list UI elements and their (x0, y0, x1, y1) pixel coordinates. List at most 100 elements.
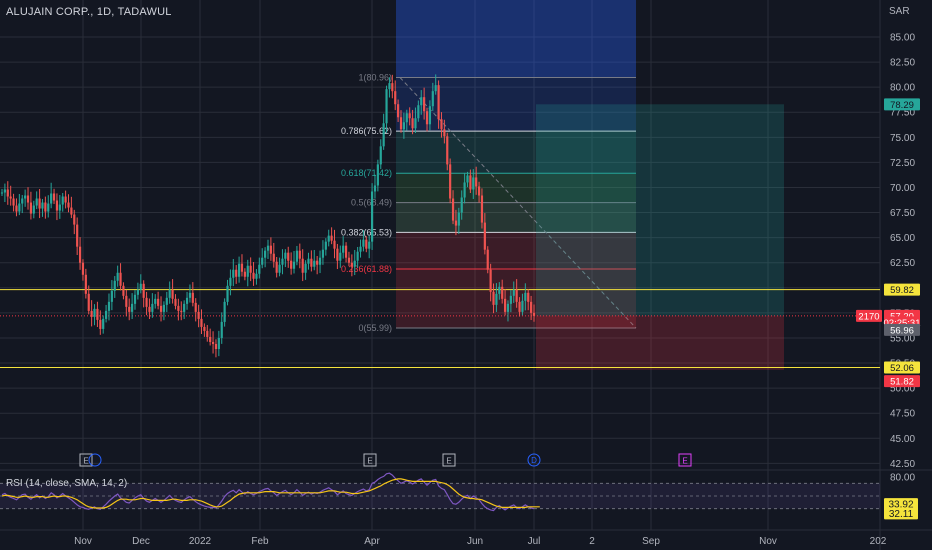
price-tick: 65.00 (890, 233, 915, 244)
dividend-marker-label: D (531, 456, 537, 465)
symbol-title[interactable]: ALUJAIN CORP., 1D, TADAWUL (6, 6, 172, 18)
candle-body (235, 269, 238, 277)
candle-body (295, 250, 299, 262)
candle-body (356, 251, 359, 261)
earnings-marker-label: E (446, 457, 451, 466)
price-tick: 67.50 (890, 208, 915, 219)
candle-body (99, 319, 102, 329)
candle-body (18, 203, 21, 212)
candle-body (423, 97, 426, 112)
candle-body (177, 305, 180, 311)
candle-body (131, 303, 134, 312)
candle-body (532, 312, 536, 316)
earnings-marker-label: E (83, 457, 88, 466)
candle-body (217, 337, 220, 349)
fib-zone (396, 173, 636, 203)
candle-body (249, 265, 252, 273)
candle-body (252, 272, 255, 279)
rsi-value-badge-text: 33.92 (888, 500, 913, 511)
candle-body (255, 273, 258, 279)
candle-body (148, 306, 151, 312)
candle-body (41, 202, 44, 209)
candle-body (313, 260, 316, 267)
candle-body (183, 303, 186, 312)
candle-body (451, 198, 455, 221)
earnings-marker (678, 453, 692, 467)
candle-body (292, 261, 296, 269)
candle-body (264, 250, 267, 258)
candle-body (35, 198, 38, 206)
candle-body (165, 297, 168, 305)
candle-body (142, 283, 145, 298)
volume-badge (856, 309, 882, 322)
candle-body (370, 191, 374, 242)
earnings-marker-label: E (682, 457, 687, 466)
time-tick: 2022 (189, 536, 212, 547)
candle-body (376, 164, 379, 186)
candle-body (515, 289, 518, 302)
candle-body (290, 260, 293, 269)
candle-body (449, 164, 452, 199)
candle-body (21, 198, 24, 204)
candle-body (318, 257, 322, 265)
price-tick: 82.50 (890, 58, 915, 69)
candle-body (26, 195, 30, 203)
candle-body (3, 189, 6, 193)
candle-body (336, 248, 339, 261)
time-tick: Feb (251, 536, 269, 547)
candle-body (78, 246, 82, 263)
candle-body (188, 292, 192, 298)
candle-body (211, 341, 215, 344)
time-tick: Jul (528, 536, 541, 547)
candle-body (281, 258, 284, 265)
candle-body (174, 298, 177, 306)
candle-body (67, 202, 70, 208)
candle-body (402, 122, 405, 130)
candle-body (330, 235, 333, 241)
candle-body (405, 113, 408, 123)
candle-body (76, 224, 79, 247)
candle-body (324, 241, 327, 250)
time-tick: Dec (132, 536, 150, 547)
fib-level-label: 1(80.96) (358, 73, 392, 83)
candle-body (191, 292, 194, 303)
candle-body (110, 290, 113, 302)
candle-body (203, 326, 206, 331)
candle-body (327, 235, 330, 242)
candle-body (194, 302, 197, 312)
candle-body (521, 300, 524, 312)
candle-body (509, 295, 512, 304)
candle-body (84, 274, 87, 294)
candle-body (168, 289, 171, 298)
price-tick: 55.00 (890, 333, 915, 344)
candle-body (408, 113, 411, 119)
time-tick: Nov (74, 536, 92, 547)
candle-body (420, 97, 423, 106)
candle-body (350, 262, 353, 267)
price-badge (884, 283, 920, 296)
stop-loss-zone (536, 315, 784, 370)
candle-body (93, 308, 96, 317)
candle-body (353, 260, 356, 267)
price-tick: 45.00 (890, 434, 915, 445)
candle-body (385, 89, 388, 124)
fib-trend-line (399, 77, 637, 329)
candle-body (64, 196, 67, 203)
candle-body (339, 252, 342, 261)
candle-body (391, 83, 394, 92)
candle-body (304, 263, 307, 273)
rsi-line (1, 472, 535, 512)
rsi-value-badge (884, 507, 918, 520)
candle-body (365, 239, 368, 249)
candle-body (347, 257, 351, 263)
rsi-indicator-label[interactable]: RSI (14, close, SMA, 14, 2) (6, 478, 128, 489)
candle-body (206, 330, 209, 337)
candle-body (443, 129, 446, 137)
candle-body (90, 310, 93, 317)
candle-body (495, 293, 498, 305)
candle-body (180, 310, 183, 312)
candle-body (125, 295, 128, 307)
candle-body (527, 292, 530, 302)
candle-body (50, 193, 53, 204)
